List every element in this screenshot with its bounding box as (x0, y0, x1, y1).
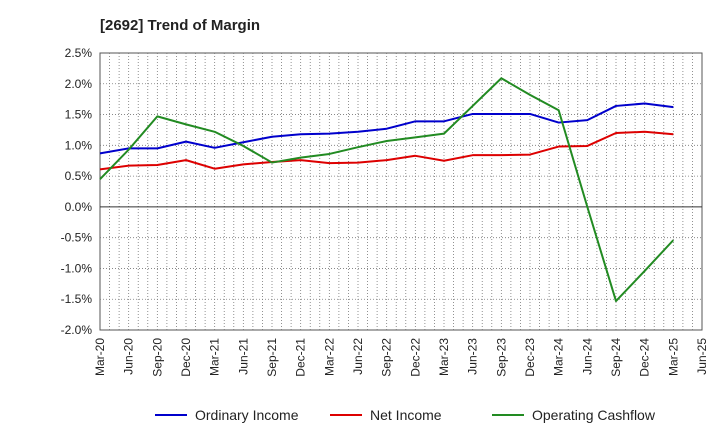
y-tick-label: 0.0% (65, 200, 93, 214)
x-tick-label: Dec-20 (179, 338, 193, 377)
x-tick-label: Dec-21 (294, 338, 308, 377)
x-tick-label: Jun-20 (122, 338, 136, 375)
chart-title: [2692] Trend of Margin (100, 17, 260, 34)
axes: 2.5% 2.0% 1.5% 1.0% 0.5% 0.0% -0.5% -1.0% -1.5% -… (61, 46, 709, 377)
x-tick-label: Sep-24 (609, 338, 623, 377)
y-tick-label: 2.0% (65, 77, 93, 91)
x-tick-label: Mar-20 (93, 338, 107, 376)
x-tick-label: Mar-23 (437, 338, 451, 376)
series-line-2 (99, 77, 675, 303)
legend-label-1: Net Income (370, 407, 442, 423)
x-tick-label: Jun-22 (351, 338, 365, 375)
y-tick-label: -0.5% (61, 231, 93, 245)
y-tick-label: 0.5% (65, 169, 93, 183)
x-tick-label: Dec-23 (523, 338, 537, 377)
y-tick-label: 1.0% (65, 138, 93, 152)
x-tick-label: Sep-23 (494, 338, 508, 377)
x-tick-label: Mar-22 (322, 338, 336, 376)
grid (99, 52, 703, 331)
legend: Ordinary Income Net Income Operating Cashf… (155, 407, 656, 423)
x-tick-label: Mar-25 (666, 338, 680, 376)
x-tick-label: Jun-21 (236, 338, 250, 375)
x-tick-label: Jun-25 (695, 338, 709, 375)
x-tick-label: Dec-24 (638, 338, 652, 377)
y-tick-label: -1.5% (61, 292, 93, 306)
x-tick-label: Jun-24 (580, 338, 594, 375)
x-tick-label: Sep-22 (380, 338, 394, 377)
series-line-1 (99, 130, 674, 171)
x-tick-label: Mar-24 (552, 338, 566, 376)
y-tick-label: -2.0% (61, 323, 93, 337)
x-tick-label: Sep-20 (150, 338, 164, 377)
x-tick-label: Mar-21 (208, 338, 222, 376)
series-lines (99, 77, 675, 303)
legend-label-0: Ordinary Income (195, 407, 299, 423)
series-line-0 (99, 102, 674, 155)
x-tick-label: Dec-22 (408, 338, 422, 377)
x-tick-label: Jun-23 (466, 338, 480, 375)
plot-frame (99, 52, 703, 331)
legend-label-2: Operating Cashflow (532, 407, 656, 423)
y-tick-label: -1.0% (61, 261, 93, 275)
y-tick-label: 1.5% (65, 108, 93, 122)
x-tick-label: Sep-21 (265, 338, 279, 377)
y-tick-label: 2.5% (65, 46, 93, 60)
